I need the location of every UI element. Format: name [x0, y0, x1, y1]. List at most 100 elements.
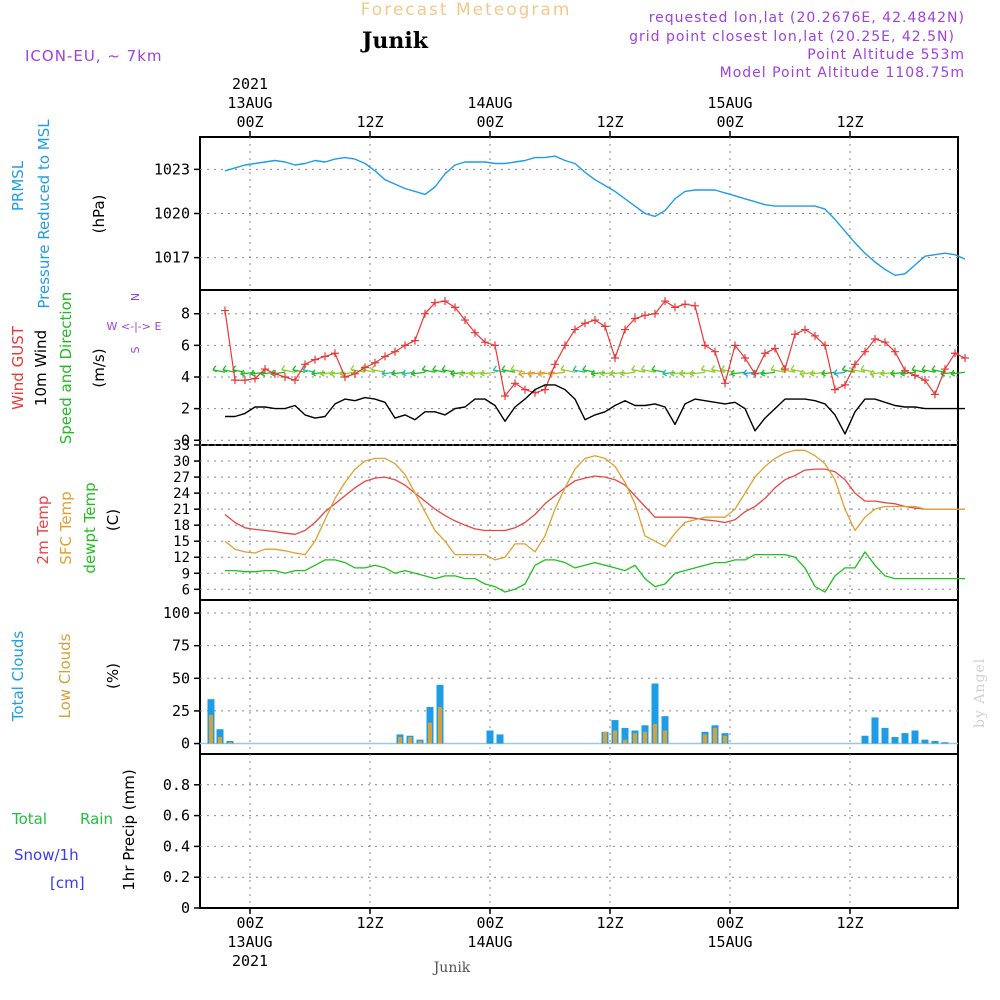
wind-gust-marker: [601, 322, 609, 331]
wind-arrow-head: [662, 369, 668, 377]
wind-gust-marker: [691, 301, 699, 310]
wind-arrow-head: [651, 365, 657, 373]
bottom-axis-label: 13AUG: [227, 933, 272, 951]
wind-gust-marker: [761, 349, 769, 358]
temp-label-sfc: SFC Temp: [57, 491, 75, 564]
wind-gust-marker: [801, 325, 809, 334]
wind-gust-marker: [941, 365, 949, 374]
wind-arrow-head: [381, 369, 387, 377]
wind-arrow-head: [391, 369, 396, 377]
wind-arrow-head: [689, 369, 695, 377]
wind-arrow-head: [582, 365, 587, 373]
top-axis-label: 14AUG: [467, 94, 512, 112]
total-cloud-bar: [901, 733, 909, 744]
wind-gust-marker: [441, 297, 449, 306]
temp-label-unit: (C): [104, 509, 122, 531]
precip-label-snow: Snow/1h: [14, 846, 79, 864]
precip-panel: 0 0.2 0.4 0.6 0.8: [163, 753, 959, 917]
bottom-axis-label: 12Z: [596, 914, 623, 932]
wind-arrow-head: [850, 365, 856, 372]
wind-gust-marker: [291, 376, 299, 385]
total-cloud-bar: [216, 729, 224, 744]
wind-gust-marker: [261, 365, 269, 374]
wind-gust-marker: [351, 369, 359, 378]
wind-gust-marker: [791, 330, 799, 339]
wind-arrow-head: [679, 369, 685, 377]
total-cloud-bar: [661, 716, 669, 744]
low-cloud-bar: [633, 733, 637, 744]
cloud-label-total: Total Clouds: [9, 631, 27, 723]
wind-arrow: [821, 371, 836, 375]
wind-gust-marker: [631, 314, 639, 323]
temp-label-2m: 2m Temp: [34, 496, 52, 565]
low-cloud-bar: [603, 731, 607, 744]
precip-ytick-label: 0.6: [163, 807, 190, 825]
cloud-bars: [200, 683, 958, 745]
wind-arrow: [339, 371, 356, 375]
temp-dewpt-line: [225, 551, 965, 593]
wind-arrow-head: [700, 365, 706, 373]
wind-gust-marker: [541, 385, 549, 394]
top-axis-label: 00Z: [476, 113, 503, 131]
meteogram-title: Forecast Meteogram: [361, 0, 572, 20]
wind-arrow-head: [292, 365, 297, 373]
wind-label-direction: Speed and Direction: [57, 292, 75, 445]
wind-gust-marker: [451, 303, 459, 312]
wind-arrow-head: [212, 365, 218, 373]
wind-arrow-head: [492, 365, 498, 373]
compass-south: S: [129, 346, 142, 353]
wind-arrow: [320, 371, 336, 375]
model-point-altitude: Model Point Altitude 1108.75m: [720, 65, 965, 81]
wind-gust-marker: [581, 319, 589, 328]
temp-label-dewpt: dewpt Temp: [81, 482, 99, 573]
wind-arrow: [450, 371, 466, 375]
location-title: Junik: [360, 28, 429, 54]
pressure-ytick-label: 1020: [154, 205, 190, 223]
wind-gust-marker: [751, 369, 759, 378]
wind-arrow-head: [720, 365, 726, 373]
clouds-ytick-label: 0: [181, 735, 190, 753]
total-cloud-bar: [486, 730, 494, 744]
precip-ytick-label: 0.8: [163, 776, 190, 794]
wind-gust-marker: [951, 349, 959, 358]
wind-arrow-head: [250, 369, 256, 377]
wind-gust-marker: [501, 391, 509, 400]
wind-gust-marker: [841, 380, 849, 389]
compass-north: N: [129, 293, 142, 301]
wind-gust-marker: [851, 360, 859, 369]
wind-arrow-head: [833, 369, 839, 377]
wind-gust-marker: [921, 376, 929, 385]
wind-gust-marker: [391, 347, 399, 356]
precip-ytick-label: 0.2: [163, 868, 190, 886]
wind-arrow-head: [921, 365, 927, 373]
wind-gust-marker: [311, 355, 319, 364]
wind-gust-marker: [881, 338, 889, 347]
wind-gust-marker: [481, 338, 489, 347]
low-cloud-bar: [408, 737, 412, 744]
top-axis-label: 12Z: [356, 113, 383, 131]
wind-gust-marker: [811, 331, 819, 340]
grid-point-coords: grid point closest lon,lat (20.25E, 42.5…: [629, 29, 955, 45]
low-cloud-bar: [723, 735, 727, 744]
total-cloud-bar: [651, 683, 659, 744]
wind-arrow-head: [450, 369, 456, 377]
pressure-label-prmsl: PRMSL: [9, 160, 27, 211]
wind-arrow: [591, 371, 606, 375]
top-axis-label: 15AUG: [707, 94, 752, 112]
wind-arrow-head: [222, 365, 228, 373]
wind-gust-marker: [721, 379, 729, 388]
wind-ytick-label: 8: [181, 305, 190, 323]
wind-arrow: [329, 371, 346, 375]
wind-gust-marker: [681, 300, 689, 309]
top-axis-label: 12Z: [836, 113, 863, 131]
bottom-axis-label: 00Z: [236, 914, 263, 932]
point-altitude: Point Altitude 553m: [807, 47, 965, 63]
wind-arrow: [679, 371, 696, 375]
wind-arrow-head: [432, 365, 437, 373]
wind-arrow-head: [370, 365, 376, 373]
wind-arrow-head: [459, 369, 465, 377]
wind-label-gust: Wind GUST: [9, 325, 27, 410]
wind-gust-marker: [621, 325, 629, 334]
wind-gust-marker: [591, 316, 599, 325]
